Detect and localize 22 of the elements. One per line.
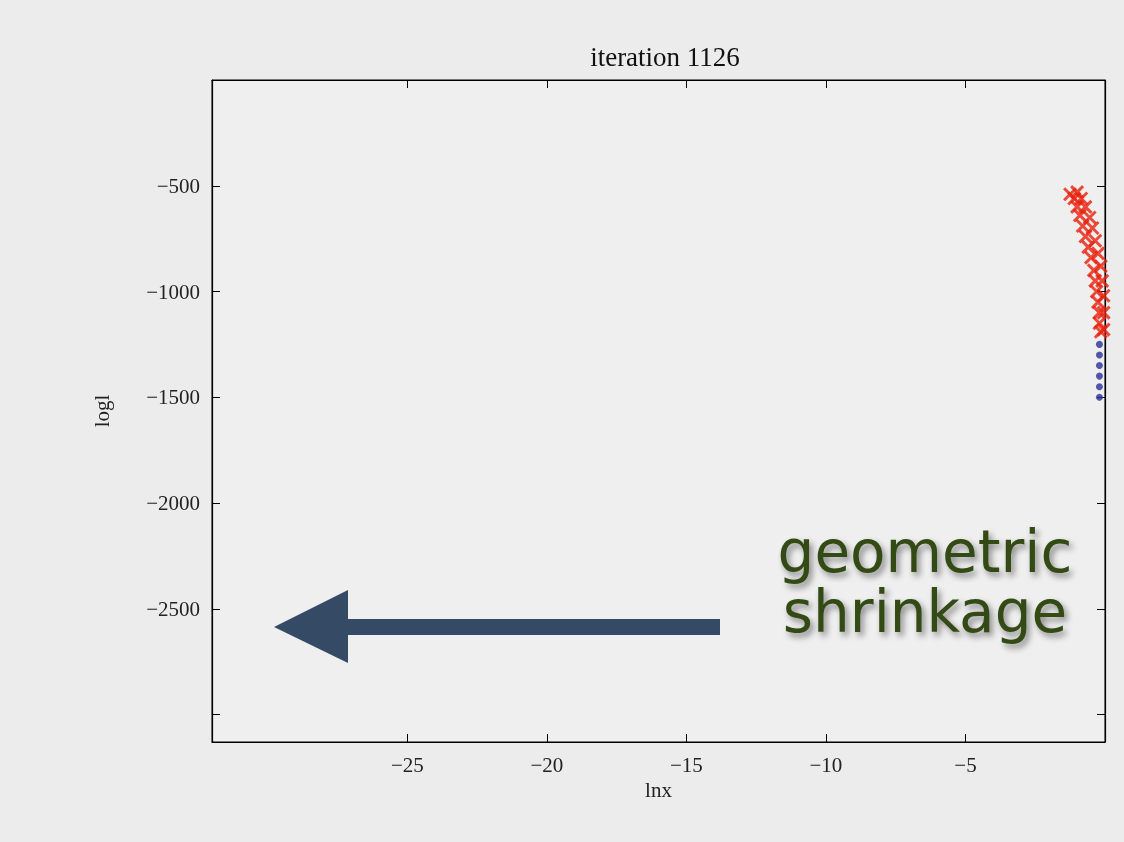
y-tick-label: −2000 — [146, 491, 200, 515]
point — [1095, 362, 1103, 370]
x-tick-label: −15 — [669, 752, 703, 777]
y-tick-label: −500 — [156, 173, 200, 198]
chart-title: iteration 1126 — [590, 41, 740, 72]
x-tick-label: −5 — [954, 752, 977, 777]
y-tick-label: −1000 — [146, 279, 200, 304]
point — [1062, 186, 1078, 202]
point — [1095, 372, 1103, 380]
x-tick-label: −20 — [530, 752, 564, 777]
point — [1095, 393, 1103, 401]
point — [1095, 340, 1103, 348]
point — [1073, 190, 1089, 206]
y-tick-label: −1500 — [146, 385, 200, 410]
x-tick-label: −25 — [390, 752, 424, 777]
annotation: geometric shrinkage — [776, 518, 1074, 646]
point — [1095, 351, 1103, 359]
y-tick-label: −2500 — [146, 596, 200, 621]
point — [1095, 383, 1103, 391]
x-axis-title: lnx — [645, 778, 673, 803]
x-tick-label: −10 — [809, 752, 843, 777]
y-axis-title: logl — [89, 394, 114, 428]
